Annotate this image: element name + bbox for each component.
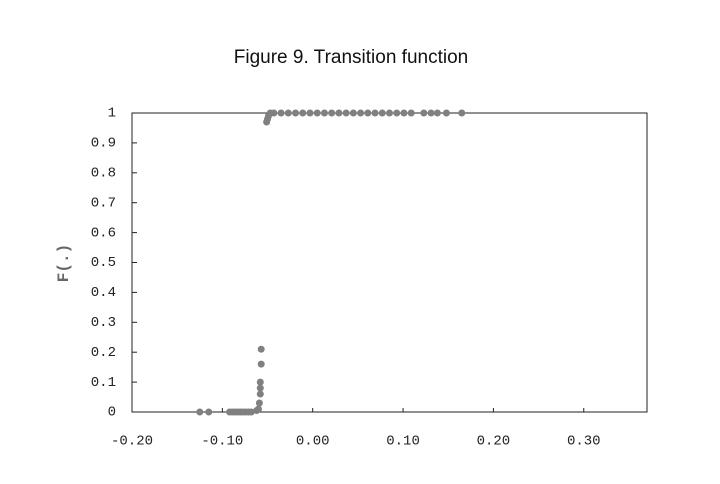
point: [320, 109, 328, 117]
y-tick-label: 0: [108, 405, 116, 421]
chart-title: Figure 9. Transition function: [234, 47, 468, 68]
point: [378, 109, 386, 117]
y-tick-label: 0.9: [91, 136, 116, 152]
y-tick-label: 0.8: [91, 166, 116, 182]
point: [427, 109, 435, 117]
x-tick-label: 0.20: [477, 434, 511, 450]
point: [257, 345, 265, 353]
point: [277, 109, 285, 117]
y-axis-label: F(.): [55, 244, 73, 282]
x-tick-label: 0.00: [296, 434, 330, 450]
point: [247, 408, 255, 416]
point: [292, 109, 300, 117]
point: [433, 109, 441, 117]
point: [393, 109, 401, 117]
x-tick-label: -0.10: [201, 434, 243, 450]
point: [386, 109, 393, 117]
point: [371, 109, 379, 117]
point: [407, 109, 415, 117]
point: [255, 399, 263, 407]
y-tick-label: 0.5: [91, 255, 116, 271]
point: [442, 109, 450, 117]
point: [420, 109, 428, 117]
point: [196, 408, 204, 416]
point: [256, 384, 264, 392]
point: [342, 109, 350, 117]
point: [313, 109, 321, 117]
point: [270, 109, 278, 117]
point: [256, 390, 264, 398]
x-tick-label: 0.10: [386, 434, 420, 450]
y-tick-label: 0.3: [91, 315, 116, 331]
point: [328, 109, 336, 117]
point: [254, 405, 262, 413]
point: [205, 408, 213, 416]
point: [257, 360, 265, 368]
point: [458, 109, 466, 117]
point: [357, 109, 365, 117]
y-tick-label: 0.2: [91, 345, 116, 361]
y-tick-label: 0.1: [91, 375, 116, 391]
x-tick-label: 0.30: [567, 434, 601, 450]
point: [256, 378, 264, 386]
y-tick-label: 1: [108, 106, 116, 122]
y-tick-label: 0.4: [91, 285, 116, 301]
point: [335, 109, 343, 117]
point: [299, 109, 307, 117]
y-tick-label: 0.6: [91, 225, 116, 241]
point: [349, 109, 357, 117]
point: [364, 109, 372, 117]
point: [284, 109, 292, 117]
y-tick-label: 0.7: [91, 195, 116, 211]
point: [306, 109, 314, 117]
point: [400, 109, 408, 117]
x-tick-label: -0.20: [111, 434, 153, 450]
